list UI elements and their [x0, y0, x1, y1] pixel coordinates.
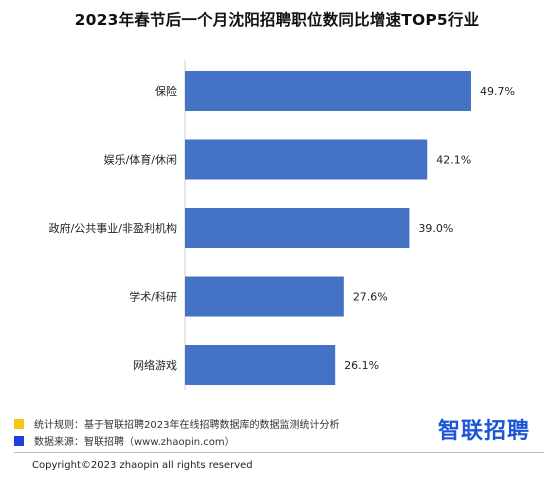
rule-note: 统计规则：基于智联招聘2023年在线招聘数据库的数据监测统计分析 — [14, 416, 339, 431]
footer-divider — [14, 452, 544, 453]
category-label-0: 保险 — [155, 84, 177, 98]
value-label-1: 42.1% — [436, 154, 471, 167]
value-label-4: 26.1% — [344, 359, 379, 372]
rule-legend-square — [14, 418, 24, 429]
bar-0 — [185, 71, 471, 111]
chart-title: 2023年春节后一个月沈阳招聘职位数同比增速TOP5行业 — [74, 11, 480, 29]
value-label-3: 27.6% — [353, 291, 388, 304]
bar-1 — [185, 139, 428, 180]
bar-4 — [185, 345, 336, 385]
rule-note-text: 统计规则：基于智联招聘2023年在线招聘数据库的数据监测统计分析 — [34, 420, 340, 431]
source-note: 数据来源：智联招聘（www.zhaopin.com） — [14, 433, 235, 448]
bar-3 — [185, 276, 344, 317]
value-label-2: 39.0% — [418, 222, 453, 235]
category-label-2: 政府/公共事业/非盈利机构 — [49, 221, 177, 235]
bar-chart: 保险 49.7% 娱乐/体育/休闲 42.1% 政府/公共事业/非盈利机构 39.0% 学术… — [49, 60, 515, 390]
source-legend-square — [14, 435, 24, 446]
zhaopin-logo: 智联招聘 — [438, 419, 531, 444]
bar-2 — [185, 208, 410, 248]
category-label-1: 娱乐/体育/休闲 — [104, 153, 177, 167]
category-label-4: 网络游戏 — [133, 358, 177, 372]
category-label-3: 学术/科研 — [129, 290, 177, 304]
value-label-0: 49.7% — [480, 85, 515, 98]
source-note-text: 数据来源：智联招聘（www.zhaopin.com） — [34, 437, 235, 448]
copyright-text: Copyright©2023 zhaopin all rights reserv… — [32, 460, 253, 471]
